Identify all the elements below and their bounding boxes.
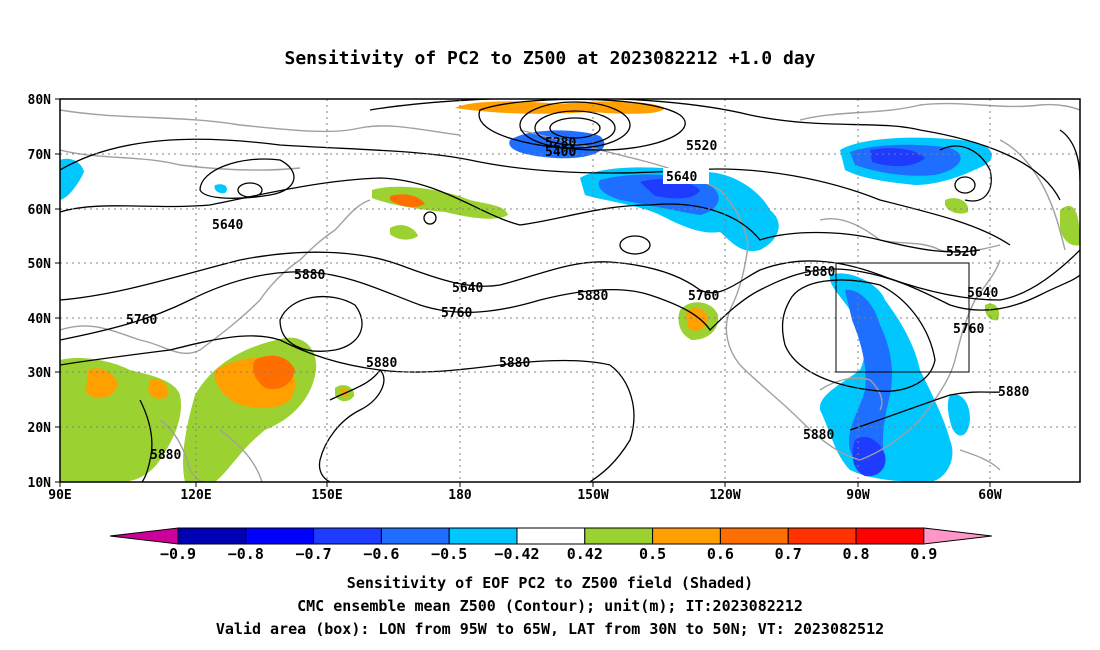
contour-label: 5760: [688, 289, 719, 304]
contour-label: 5640: [212, 218, 243, 233]
lon-label: 60W: [978, 488, 1002, 503]
colorbar-segment: [652, 527, 721, 545]
latitude-labels: 80N 70N 60N 50N 40N 30N 20N 10N: [28, 93, 52, 491]
lat-label: 60N: [28, 203, 52, 218]
colorbar-segment: [313, 527, 382, 545]
contour-label: 5880: [150, 448, 181, 463]
coastlines: [60, 102, 1080, 482]
colorbar-tick-labels: −0.9 −0.8 −0.7 −0.6 −0.5 −0.42 0.42 0.5 0.6 0.7 0.…: [160, 545, 937, 563]
lat-label: 20N: [28, 421, 52, 436]
lat-label: 80N: [28, 93, 52, 108]
contour-label: 5640: [666, 170, 697, 185]
lon-label: 120E: [180, 488, 211, 503]
contour-label: 5760: [441, 306, 472, 321]
grid-lines: [60, 99, 1080, 482]
caption-line-2: CMC ensemble mean Z500 (Contour); unit(m…: [297, 597, 803, 615]
colorbar-tick-label: 0.42: [567, 545, 603, 563]
lat-label: 70N: [28, 148, 52, 163]
colorbar-tick-label: −0.9: [160, 545, 196, 563]
colorbar-segment: [177, 527, 247, 545]
colorbar-tick-label: −0.42: [494, 545, 539, 563]
colorbar-segment: [448, 527, 518, 545]
colorbar-tick-label: −0.7: [296, 545, 332, 563]
colorbar-segment: [380, 527, 450, 545]
lon-label: 90W: [846, 488, 870, 503]
colorbar-segment: [584, 527, 654, 545]
contour-label: 5880: [366, 356, 397, 371]
contour-label: 5760: [126, 313, 157, 328]
colorbar-tick-label: 0.6: [707, 545, 734, 563]
contour-label: 5880: [998, 385, 1029, 400]
lat-label: 10N: [28, 476, 52, 491]
colorbar-segment: [516, 527, 586, 545]
map-frame: [59, 98, 1081, 483]
caption-line-1: Sensitivity of EOF PC2 to Z500 field (Sh…: [346, 574, 754, 592]
contour-label: 5640: [452, 281, 483, 296]
colorbar-tick-label: 0.5: [639, 545, 666, 563]
caption-line-3: Valid area (box): LON from 95W to 65W, L…: [215, 620, 885, 638]
lon-label: 180: [448, 488, 472, 503]
longitude-labels: 90E 120E 150E 180 150W 120W 90W 60W: [48, 488, 1002, 503]
valid-area-box: [835, 262, 970, 373]
contour-label: 5880: [577, 289, 608, 304]
colorbar-tick-label: −0.8: [228, 545, 264, 563]
colorbar-tick-label: 0.8: [842, 545, 869, 563]
lon-label: 120W: [709, 488, 740, 503]
lat-label: 30N: [28, 366, 52, 381]
colorbar-right-arrow: [923, 527, 992, 545]
z500-contours: [60, 99, 1080, 482]
colorbar-segment: [855, 527, 925, 545]
colorbar-tick-label: −0.5: [431, 545, 467, 563]
contour-label: 5880: [804, 265, 835, 280]
contour-label-group: 5280 5400 5520 5640 5640 5640 5520 5640 …: [126, 136, 1029, 463]
contour-label: 5880: [499, 356, 530, 371]
lat-label: 40N: [28, 312, 52, 327]
contour-label: 5400: [545, 145, 576, 160]
lon-label: 150E: [311, 488, 342, 503]
colorbar-segment: [245, 527, 315, 545]
colorbar-tick-label: 0.7: [775, 545, 802, 563]
contour-label: 5880: [294, 268, 325, 283]
contour-label: 5520: [686, 139, 717, 154]
lon-label: 150W: [577, 488, 608, 503]
contour-label: 5880: [803, 428, 834, 443]
contour-label: 5520: [946, 245, 977, 260]
lon-label: 90E: [48, 488, 71, 503]
contour-label: 5760: [953, 322, 984, 337]
contour-label: 5280: [545, 136, 576, 151]
axis-ticks: [55, 98, 991, 487]
lat-label: 50N: [28, 257, 52, 272]
colorbar-left-arrow: [109, 527, 179, 545]
colorbar-tick-label: −0.6: [363, 545, 399, 563]
map-title: Sensitivity of PC2 to Z500 at 2023082212…: [284, 48, 816, 69]
colorbar-tick-label: 0.9: [910, 545, 937, 563]
colorbar-segment: [787, 527, 857, 545]
colorbar: [109, 527, 992, 545]
contour-label: 5640: [967, 286, 998, 301]
colorbar-segment: [719, 527, 789, 545]
